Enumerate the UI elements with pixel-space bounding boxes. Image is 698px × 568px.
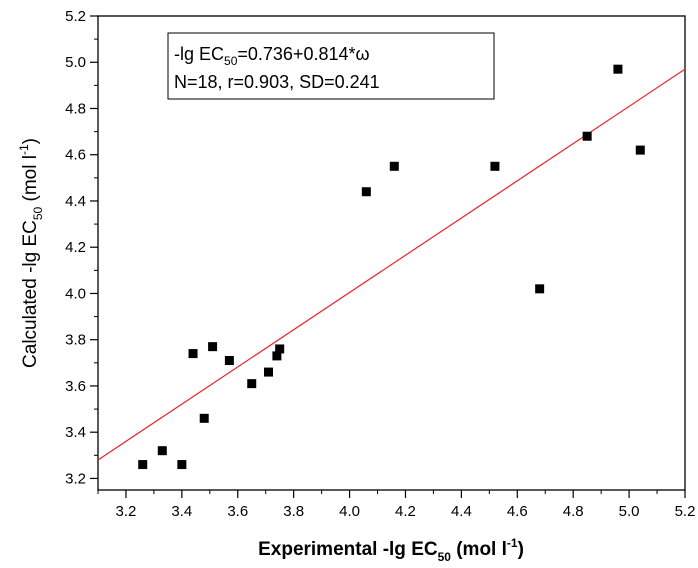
equation-box-frame [167,32,495,100]
data-point [635,145,645,155]
data-point [188,349,198,359]
data-point [177,460,187,470]
x-tick-label: 4.6 [507,503,528,520]
data-point [138,460,148,470]
x-tick-label: 3.6 [227,503,248,520]
equation-line-1: -lg EC50=0.736+0.814*ω [174,44,370,68]
data-points [138,64,645,470]
x-axis-title: Experimental -lg EC50 (mol l-1) [258,536,524,564]
data-point [535,284,545,294]
equation-box: -lg EC50=0.736+0.814*ω N=18, r=0.903, SD… [167,32,495,100]
x-tick-label: 4.0 [339,503,360,520]
y-tick-label: 4.6 [65,147,86,164]
axis-ticks [90,15,686,498]
data-point [389,161,399,171]
y-tick-label: 3.2 [65,470,86,487]
y-tick-label: 5.0 [65,54,86,71]
x-tick-label: 3.4 [171,503,192,520]
y-tick-label: 5.2 [65,8,86,25]
x-tick-label: 5.2 [675,503,696,520]
x-tick-label: 4.4 [451,503,472,520]
data-point [272,351,282,361]
x-tick-label: 3.2 [116,503,137,520]
y-tick-label: 3.4 [65,424,86,441]
y-tick-label: 4.2 [65,239,86,256]
equation-line-2: N=18, r=0.903, SD=0.241 [174,72,380,92]
axis-tick-labels: 3.2 3.4 3.6 3.8 4.0 4.2 4.4 4.6 4.8 5.0 5.2 3.2 3.4 3… [65,8,695,520]
data-point [264,367,274,377]
x-tick-label: 4.2 [395,503,416,520]
y-tick-label: 3.6 [65,378,86,395]
data-point [199,413,209,423]
data-point [157,446,167,456]
data-point [613,64,623,74]
data-point [208,342,218,352]
data-point [582,131,592,141]
x-tick-label: 5.0 [619,503,640,520]
data-point [490,161,500,171]
y-tick-label: 3.8 [65,332,86,349]
regression-line [97,68,686,461]
y-tick-label: 4.0 [65,285,86,302]
x-tick-label: 3.8 [283,503,304,520]
plot-frame [97,15,686,491]
data-point [275,344,285,354]
y-axis-title: Calculated -lg EC50 (mol l-1) [17,138,45,368]
data-point [361,187,371,197]
y-tick-label: 4.4 [65,193,86,210]
data-point [247,379,257,389]
x-tick-label: 4.8 [563,503,584,520]
y-tick-label: 4.8 [65,100,86,117]
data-point [224,356,234,366]
